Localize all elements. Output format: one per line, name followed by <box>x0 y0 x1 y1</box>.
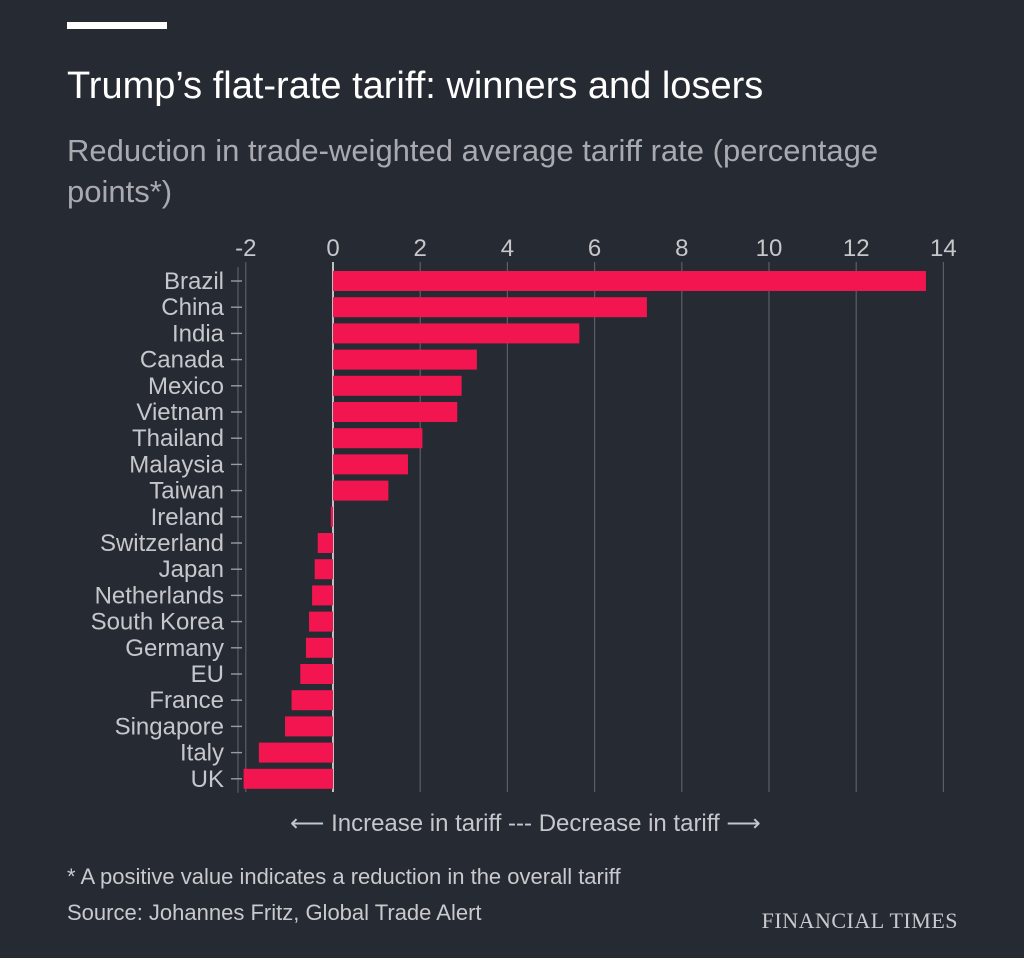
category-label: Vietnam <box>136 399 224 426</box>
bar <box>333 454 408 475</box>
bar <box>333 375 462 396</box>
category-label: Germany <box>125 635 224 662</box>
bar <box>243 768 333 789</box>
category-label: Switzerland <box>100 530 224 557</box>
x-tick-label: 0 <box>326 235 339 262</box>
bar <box>312 585 333 606</box>
bar <box>333 428 423 449</box>
source-note: Source: Johannes Fritz, Global Trade Ale… <box>67 900 482 925</box>
category-label: Italy <box>180 740 224 767</box>
bar <box>305 637 333 658</box>
bar <box>333 297 647 318</box>
bar <box>309 611 333 632</box>
top-rule <box>67 22 167 29</box>
bar <box>285 716 333 737</box>
bar <box>314 559 333 580</box>
bar <box>300 664 333 684</box>
bar <box>258 742 333 763</box>
category-label: Brazil <box>164 268 224 295</box>
bar <box>333 480 389 501</box>
x-tick-label: 10 <box>756 235 783 262</box>
category-label: EU <box>191 661 224 688</box>
bar <box>333 349 477 370</box>
category-label: China <box>161 294 224 321</box>
bar <box>333 271 926 291</box>
category-label: UK <box>191 766 224 793</box>
x-tick-label: 4 <box>501 235 514 262</box>
x-tick-label: 14 <box>930 235 957 262</box>
footnote: * A positive value indicates a reduction… <box>67 864 621 889</box>
bar <box>330 506 333 527</box>
category-label: Ireland <box>151 504 224 531</box>
direction-label: ⟵ Increase in tariff --- Decrease in tar… <box>290 810 761 837</box>
category-label: Canada <box>140 347 225 374</box>
category-label: India <box>172 320 225 347</box>
x-tick-label: 2 <box>414 235 427 262</box>
category-label: Japan <box>159 556 224 583</box>
category-label: Thailand <box>132 425 224 452</box>
x-tick-label: 8 <box>675 235 688 262</box>
x-tick-label: -2 <box>235 235 256 262</box>
chart-subtitle: Reduction in trade-weighted average tari… <box>67 133 879 209</box>
bar <box>291 690 333 711</box>
category-label: Singapore <box>115 713 224 740</box>
chart-title: Trump’s flat-rate tariff: winners and lo… <box>67 65 764 107</box>
category-label: Mexico <box>148 373 224 400</box>
category-label: Malaysia <box>129 451 224 478</box>
bar <box>333 323 580 344</box>
publisher-logo: FINANCIAL TIMES <box>761 908 958 933</box>
x-tick-label: 12 <box>843 235 870 262</box>
category-label: France <box>149 687 224 714</box>
bar <box>333 402 458 422</box>
category-label: South Korea <box>91 609 225 636</box>
category-label: Netherlands <box>95 582 224 609</box>
bar <box>317 533 333 553</box>
x-tick-label: 6 <box>588 235 601 262</box>
category-label: Taiwan <box>149 478 224 505</box>
